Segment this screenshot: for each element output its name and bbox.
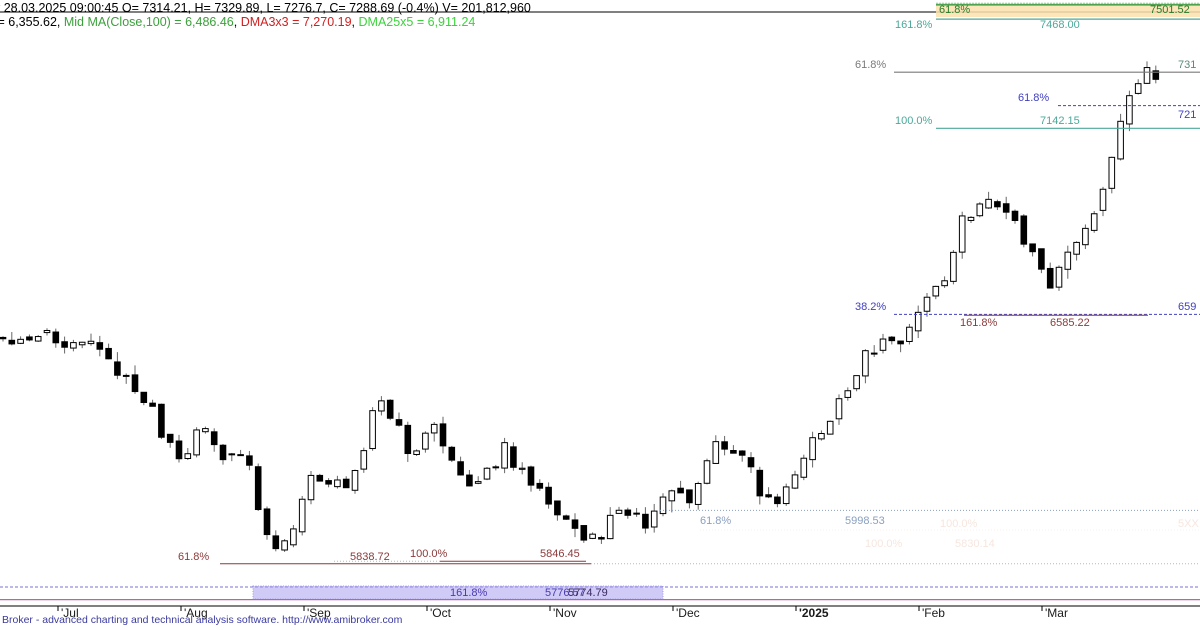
svg-text:100.0%: 100.0% [410,548,448,560]
svg-text:61.8%: 61.8% [178,551,209,563]
svg-text:659: 659 [1178,301,1196,313]
svg-text:'Mar: 'Mar [1045,606,1068,620]
svg-text:5846.45: 5846.45 [540,548,580,560]
svg-text:7468.00: 7468.00 [1040,19,1080,31]
svg-text:61.8%: 61.8% [939,4,970,16]
svg-text:6585.22: 6585.22 [1050,317,1090,329]
svg-text:100.0%: 100.0% [940,518,978,530]
svg-text:161.8%: 161.8% [960,317,998,329]
svg-text:61.8%: 61.8% [700,515,731,527]
svg-text:'Dec: 'Dec [676,606,700,620]
svg-text:100.0%: 100.0% [865,538,903,550]
svg-text:721: 721 [1178,109,1196,121]
svg-text:61.8%: 61.8% [1018,92,1049,104]
svg-text:5998.53: 5998.53 [845,515,885,527]
svg-text:38.2%: 38.2% [855,301,886,313]
svg-text:161.8%: 161.8% [450,587,488,599]
svg-text:'Oct: 'Oct [430,606,452,620]
svg-text:61.8%: 61.8% [855,59,886,71]
svg-text:'Nov: 'Nov [553,606,577,620]
svg-text:7142.15: 7142.15 [1040,115,1080,127]
svg-text:161.8%: 161.8% [895,19,933,31]
svg-text:100.0%: 100.0% [895,115,933,127]
svg-text:5XX: 5XX [1178,518,1199,530]
svg-text:5830.14: 5830.14 [955,538,995,550]
svg-text:'2025: '2025 [799,606,829,620]
svg-text:5774.79: 5774.79 [568,587,608,599]
svg-text:7501.52: 7501.52 [1150,4,1190,16]
svg-text:'Feb: 'Feb [922,606,945,620]
svg-text:731: 731 [1178,59,1196,71]
